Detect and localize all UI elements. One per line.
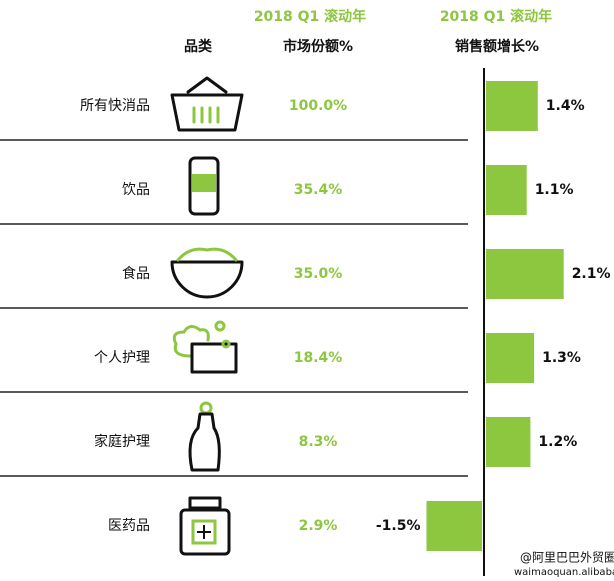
bar <box>486 165 527 215</box>
share-value: 100.0% <box>289 98 347 114</box>
bar <box>486 417 531 467</box>
bar-label: 1.3% <box>542 350 581 366</box>
bar-label: 1.4% <box>546 98 585 114</box>
category-label: 饮品 <box>122 182 150 198</box>
category-label: 个人护理 <box>94 350 150 366</box>
category-label: 医药品 <box>108 518 150 534</box>
category-header: 品类 <box>184 38 213 55</box>
watermark-url: waimaoquan.alibaba.com <box>514 567 614 578</box>
bar-label: 1.1% <box>535 182 574 198</box>
watermark: @阿里巴巴外贸圈 <box>520 551 614 565</box>
bar-label: 1.2% <box>538 434 577 450</box>
share-value: 18.4% <box>294 350 343 366</box>
bar-label: 2.1% <box>572 266 611 282</box>
icons <box>170 76 244 556</box>
bar <box>486 81 538 131</box>
bar <box>486 333 535 383</box>
share-header: 市场份额% <box>283 38 353 55</box>
share-value: 35.4% <box>294 182 343 198</box>
share-period: 2018 Q1 滚动年 <box>254 8 366 25</box>
category-label: 食品 <box>122 265 150 282</box>
bar <box>486 249 564 299</box>
growth-header: 销售额增长% <box>455 38 539 55</box>
share-value: 8.3% <box>299 434 338 450</box>
growth-period: 2018 Q1 滚动年 <box>440 8 552 25</box>
bar <box>426 501 482 551</box>
share-value: 35.0% <box>294 266 343 282</box>
share-value: 2.9% <box>299 518 338 534</box>
category-label: 所有快消品 <box>80 98 150 114</box>
category-label: 家庭护理 <box>94 433 150 450</box>
bar-label: -1.5% <box>376 518 421 534</box>
